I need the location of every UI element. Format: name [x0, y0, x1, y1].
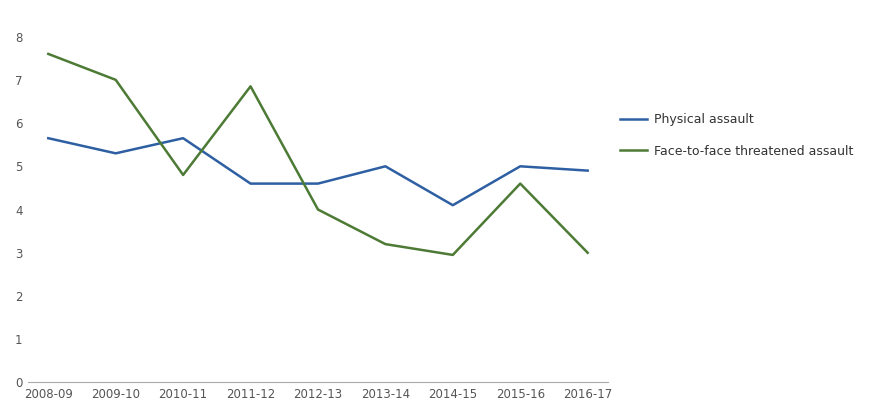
Legend: Physical assault, Face-to-face threatened assault: Physical assault, Face-to-face threatene…	[620, 113, 853, 158]
